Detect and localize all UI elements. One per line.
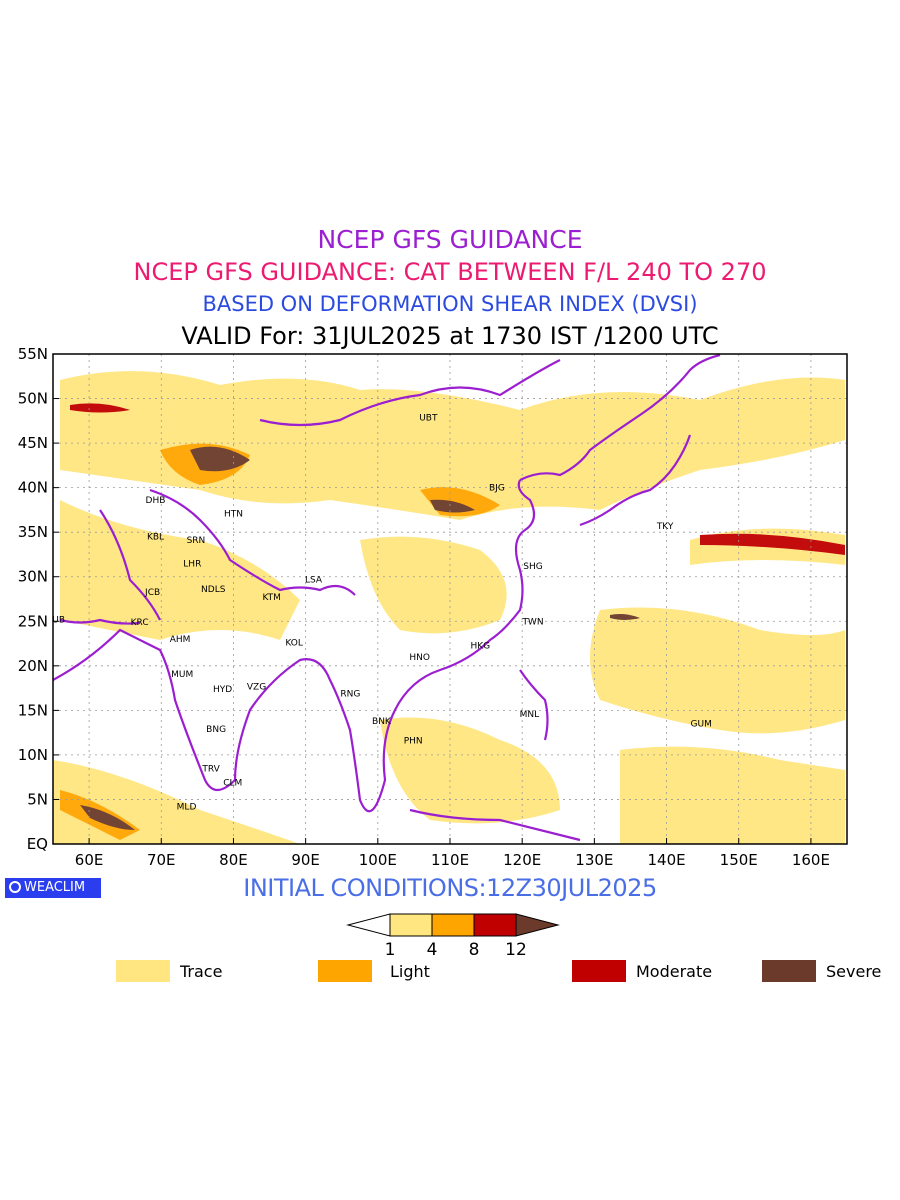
station-label-kbl: KBL <box>147 533 164 543</box>
x-tick-label: 80E <box>219 851 248 869</box>
y-tick-label: 10N <box>18 746 48 764</box>
station-label-twn: TWN <box>521 617 543 627</box>
station-label-dub: DUB <box>45 615 65 625</box>
x-tick-label: 140E <box>647 851 685 869</box>
x-tick-label: 90E <box>291 851 320 869</box>
station-label-trv: TRV <box>201 764 220 774</box>
station-label-htn: HTN <box>224 509 243 519</box>
chart-subtitle: NCEP GFS GUIDANCE: CAT BETWEEN F/L 240 T… <box>133 258 767 286</box>
legend-swatch-severe <box>762 960 816 982</box>
legend-label-light: Light <box>390 962 430 981</box>
station-label-bng: BNG <box>206 725 226 735</box>
station-label-mld: MLD <box>177 803 197 813</box>
chart-title: NCEP GFS GUIDANCE <box>317 225 583 254</box>
station-label-mum: MUM <box>171 670 193 680</box>
legend-swatch-moderate <box>572 960 626 982</box>
colorbar-segment <box>431 913 475 937</box>
colorbar-segment <box>389 913 433 937</box>
y-tick-label: 35N <box>18 523 48 541</box>
colorbar-segment <box>473 913 517 937</box>
station-label-shg: SHG <box>523 562 542 572</box>
x-tick-label: 100E <box>359 851 397 869</box>
station-label-hkg: HKG <box>470 641 490 651</box>
station-label-ahm: AHM <box>170 635 191 645</box>
y-tick-label: 45N <box>18 434 48 452</box>
y-tick-label: 15N <box>18 701 48 719</box>
map-gridlines <box>53 354 847 844</box>
station-label-ndls: NDLS <box>201 585 226 595</box>
station-label-krc: KRC <box>131 618 149 628</box>
y-tick-label: 20N <box>18 657 48 675</box>
x-tick-label: 130E <box>575 851 613 869</box>
station-label-ktm: KTM <box>262 593 280 603</box>
station-label-mnl: MNL <box>520 710 540 720</box>
legend-swatch-trace <box>116 960 170 982</box>
station-label-rng: RNG <box>340 689 360 699</box>
station-label-lsa: LSA <box>305 575 323 585</box>
station-label-srn: SRN <box>187 536 206 546</box>
logo-text: WEACLIM <box>24 880 86 895</box>
colorbar-level-label: 1 <box>385 940 396 958</box>
station-label-vzg: VZG <box>247 682 266 692</box>
colorbar-high-arrow <box>515 913 560 937</box>
logo-ring-icon <box>9 881 21 893</box>
colorbar-level-label: 12 <box>505 940 527 958</box>
station-label-bnk: BNK <box>372 717 392 727</box>
y-tick-label: 55N <box>18 345 48 363</box>
colorbar-level-label: 8 <box>469 940 480 958</box>
coastlines-borders <box>53 354 721 842</box>
legend-label-severe: Severe <box>826 962 882 981</box>
map-plot-area: UBT BJG DHB HTN TKY KBL SRN LHR SHG LSA JCB NDLS KTM… <box>45 354 847 844</box>
valid-time: VALID For: 31JUL2025 at 1730 IST /1200 U… <box>181 322 719 350</box>
station-label-bjg: BJG <box>489 484 505 494</box>
colorbar-level-label: 4 <box>427 940 438 958</box>
cat-map: UBT BJG DHB HTN TKY KBL SRN LHR SHG LSA JCB NDLS KTM… <box>18 345 848 869</box>
station-label-gum: GUM <box>691 720 712 730</box>
station-labels: UBT BJG DHB HTN TKY KBL SRN LHR SHG LSA JCB NDLS KTM… <box>45 413 712 813</box>
y-axis: EQ 5N 10N 15N 20N 25N 30N 35N 40N 45N 50N 55N <box>18 345 59 853</box>
y-tick-label: 25N <box>18 612 48 630</box>
initial-conditions: INITIAL CONDITIONS:12Z30JUL2025 <box>243 874 657 902</box>
turbulence-shading <box>53 371 845 844</box>
y-tick-label: 50N <box>18 390 48 408</box>
x-tick-label: 70E <box>147 851 176 869</box>
colorbar-low-arrow <box>346 913 391 937</box>
station-label-phn: PHN <box>404 737 423 747</box>
colorbar: 1 4 8 12 <box>346 913 560 958</box>
y-tick-label: 40N <box>18 479 48 497</box>
station-label-ubt: UBT <box>419 413 438 423</box>
x-tick-label: 60E <box>75 851 104 869</box>
y-tick-label: 30N <box>18 568 48 586</box>
station-label-kol: KOL <box>285 639 303 649</box>
x-tick-label: 160E <box>792 851 830 869</box>
legend-label-trace: Trace <box>180 962 223 981</box>
x-tick-label: 110E <box>431 851 469 869</box>
station-label-tky: TKY <box>656 522 674 532</box>
y-tick-label: 5N <box>27 790 48 808</box>
station-label-lhr: LHR <box>183 559 201 569</box>
weaclim-logo: WEACLIM <box>5 878 101 898</box>
x-axis: 60E 70E 80E 90E 100E 110E 120E 130E 140E 150E 160E <box>75 838 830 869</box>
legend-label-moderate: Moderate <box>636 962 713 981</box>
station-label-jcb: JCB <box>144 588 160 598</box>
y-tick-label: EQ <box>27 835 48 853</box>
x-tick-label: 150E <box>720 851 758 869</box>
legend-swatch-light <box>318 960 372 982</box>
chart-method: BASED ON DEFORMATION SHEAR INDEX (DVSI) <box>202 292 698 316</box>
x-tick-label: 120E <box>503 851 541 869</box>
station-label-hno: HNO <box>409 653 430 663</box>
station-label-dhb: DHB <box>146 496 166 506</box>
station-label-clm: CLM <box>223 779 242 789</box>
station-label-hyd: HYD <box>213 685 232 695</box>
